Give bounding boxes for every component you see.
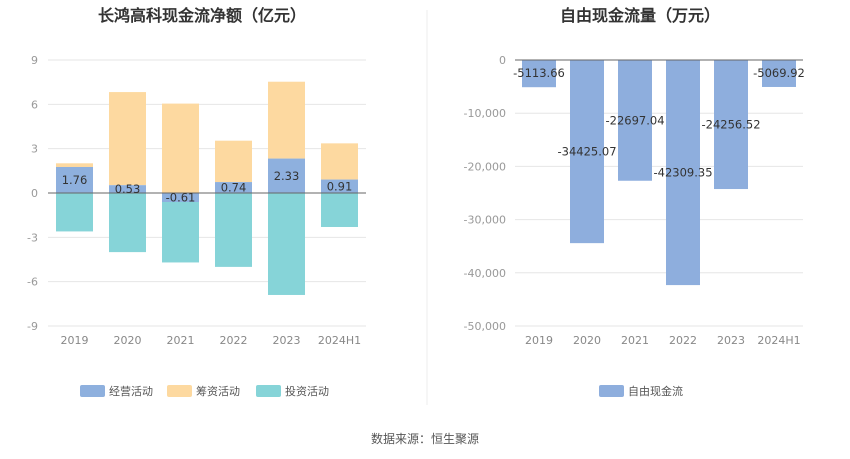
left-legend: 经营活动 筹资活动 投资活动 xyxy=(80,384,329,398)
left-x-tick-label: 2024H1 xyxy=(318,334,361,347)
left-y-tick-label: -6 xyxy=(27,276,38,289)
left-y-ticks: 9 6 3 0 -3 -6 -9 xyxy=(27,54,38,333)
data-label-free-cash-flow-2024H1: -5069.92 xyxy=(753,66,805,80)
left-chart-title: 长鸿高科现金流净额（亿元） xyxy=(98,6,306,25)
right-y-tick-label: -30,000 xyxy=(464,214,506,227)
left-x-tick-label: 2022 xyxy=(220,334,248,347)
right-x-tick-label: 2021 xyxy=(621,334,649,347)
data-label-operating-2024H1: 0.91 xyxy=(327,179,353,193)
data-label-operating-2023: 2.33 xyxy=(274,169,300,183)
bar-free-cash-flow-2020[interactable] xyxy=(570,60,604,244)
bar-free-cash-flow-2019[interactable] xyxy=(522,60,556,88)
data-label-operating-2021: -0.61 xyxy=(166,191,196,205)
left-grid xyxy=(48,59,366,327)
left-y-tick-label: 0 xyxy=(31,187,38,200)
right-bars xyxy=(515,59,803,286)
left-x-ticks: 2019 2020 2021 2022 2023 2024H1 xyxy=(61,334,362,347)
left-x-tick-label: 2021 xyxy=(167,334,195,347)
left-y-tick-label: 9 xyxy=(31,54,38,67)
right-y-tick-label: -20,000 xyxy=(464,160,506,173)
legend-swatch-free-cash-flow xyxy=(599,385,624,397)
legend-label-investing: 投资活动 xyxy=(285,384,329,398)
bar-free-cash-flow-2021[interactable] xyxy=(618,60,652,181)
legend-item-investing[interactable]: 投资活动 xyxy=(256,384,329,398)
legend-label-financing: 筹资活动 xyxy=(196,384,240,398)
bar-financing-2024H1[interactable] xyxy=(321,143,358,180)
right-y-tick-label: -50,000 xyxy=(464,320,506,333)
legend-item-free-cash-flow[interactable]: 自由现金流 xyxy=(599,384,683,398)
legend-swatch-financing xyxy=(167,385,192,397)
bar-free-cash-flow-2024H1[interactable] xyxy=(762,60,796,87)
bar-financing-2021[interactable] xyxy=(162,103,199,193)
bar-operating-2019[interactable] xyxy=(56,166,93,193)
legend-item-financing[interactable]: 筹资活动 xyxy=(167,384,240,398)
right-x-tick-label: 2020 xyxy=(573,334,601,347)
right-x-tick-label: 2023 xyxy=(717,334,745,347)
left-data-labels: 1.76 0.53 -0.61 0.74 2.33 0.91 xyxy=(62,169,353,205)
legend-item-operating[interactable]: 经营活动 xyxy=(80,384,153,398)
bar-free-cash-flow-2023[interactable] xyxy=(714,60,748,190)
left-y-tick-label: 3 xyxy=(31,143,38,156)
bar-investing-2020[interactable] xyxy=(109,193,146,253)
bar-investing-2024H1[interactable] xyxy=(321,193,358,227)
right-x-tick-label: 2022 xyxy=(669,334,697,347)
right-legend: 自由现金流 xyxy=(599,384,683,398)
left-x-tick-label: 2019 xyxy=(61,334,89,347)
legend-swatch-operating xyxy=(80,385,105,397)
right-x-tick-label: 2024H1 xyxy=(757,334,800,347)
data-label-operating-2022: 0.74 xyxy=(221,181,247,195)
legend-label-free-cash-flow: 自由现金流 xyxy=(628,384,683,398)
legend-label-operating: 经营活动 xyxy=(109,384,153,398)
bar-financing-2022[interactable] xyxy=(215,140,252,183)
data-label-free-cash-flow-2021: -22697.04 xyxy=(605,113,664,127)
bar-financing-2023[interactable] xyxy=(268,81,305,159)
right-data-labels: -5113.66 -34425.07 -22697.04 -42309.35 -2425… xyxy=(513,66,805,180)
bar-free-cash-flow-2022[interactable] xyxy=(666,60,700,286)
cash-flow-chart: 长鸿高科现金流净额（亿元） 9 6 3 0 -3 -6 -9 1.76 0.53 -0.61 0.… xyxy=(27,6,366,398)
bar-operating-2021[interactable] xyxy=(162,193,199,203)
right-y-tick-label: -10,000 xyxy=(464,107,506,120)
left-x-tick-label: 2023 xyxy=(273,334,301,347)
bar-investing-2023[interactable] xyxy=(268,193,305,295)
left-y-tick-label: 6 xyxy=(31,98,38,111)
bar-operating-2024H1[interactable] xyxy=(321,179,358,193)
right-y-tick-label: 0 xyxy=(499,54,506,67)
right-x-ticks: 2019 2020 2021 2022 2023 2024H1 xyxy=(525,334,801,347)
left-x-tick-label: 2020 xyxy=(114,334,142,347)
bar-financing-2020[interactable] xyxy=(109,92,146,186)
source-note: 数据来源：恒生聚源 xyxy=(371,431,479,446)
bar-operating-2020[interactable] xyxy=(109,185,146,193)
right-x-tick-label: 2019 xyxy=(525,334,553,347)
data-label-free-cash-flow-2020: -34425.07 xyxy=(557,145,616,159)
bar-operating-2023[interactable] xyxy=(268,158,305,193)
legend-swatch-investing xyxy=(256,385,281,397)
left-bars xyxy=(48,81,366,295)
left-y-tick-label: -3 xyxy=(27,231,38,244)
data-label-operating-2020: 0.53 xyxy=(115,182,141,196)
data-label-free-cash-flow-2022: -42309.35 xyxy=(653,166,712,180)
bar-investing-2019[interactable] xyxy=(56,193,93,232)
data-label-free-cash-flow-2023: -24256.52 xyxy=(701,118,760,132)
right-y-tick-label: -40,000 xyxy=(464,267,506,280)
bar-investing-2022[interactable] xyxy=(215,193,252,267)
bar-investing-2021[interactable] xyxy=(162,193,199,263)
left-y-tick-label: -9 xyxy=(27,320,38,333)
data-label-free-cash-flow-2019: -5113.66 xyxy=(513,66,565,80)
right-grid xyxy=(515,112,803,327)
free-cash-flow-chart: 自由现金流量（万元） 0 -10,000 -20,000 -30,000 -40,000… xyxy=(464,6,805,398)
right-y-ticks: 0 -10,000 -20,000 -30,000 -40,000 -50,000 xyxy=(464,54,506,333)
bar-operating-2022[interactable] xyxy=(215,182,252,193)
right-chart-title: 自由现金流量（万元） xyxy=(560,6,720,25)
bar-financing-2019[interactable] xyxy=(56,163,93,167)
data-label-operating-2019: 1.76 xyxy=(62,173,88,187)
